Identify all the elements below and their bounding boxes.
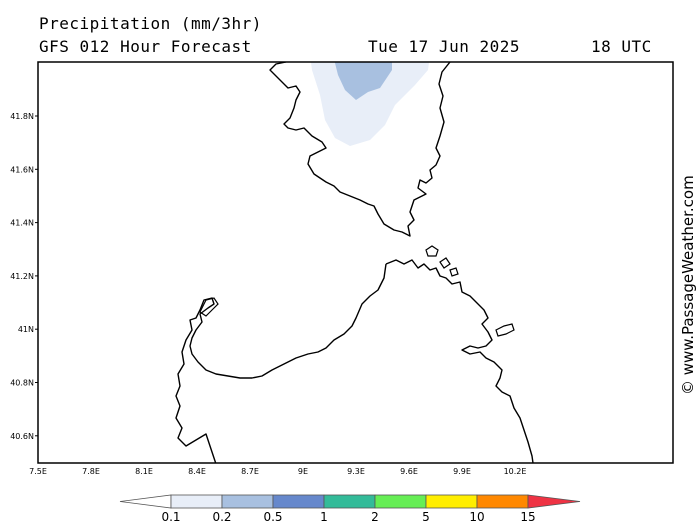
- lon-tick-label: 7.5E: [29, 467, 47, 476]
- lat-tick-label: 41.8N: [10, 112, 34, 121]
- forecast-date: Tue 17 Jun 2025: [368, 37, 520, 56]
- legend-swatch-min: [119, 494, 172, 509]
- legend-swatch: [374, 494, 427, 509]
- lon-tick-label: 8.4E: [188, 467, 206, 476]
- map-title: Precipitation (mm/3hr): [39, 14, 262, 33]
- legend-swatch: [323, 494, 376, 509]
- legend-label: 5: [422, 510, 430, 524]
- lat-tick-label: 41.4N: [10, 219, 34, 228]
- precipitation-legend: 0.1 0.2 0.5 1 2 5 10 15: [119, 494, 581, 524]
- latitude-axis: 41.8N 41.6N 41.4N 41.2N 41N 40.8N 40.6N: [10, 112, 38, 441]
- island-tavolara: [495, 323, 515, 337]
- lat-tick-label: 40.6N: [10, 432, 34, 441]
- precip-area-light: [310, 62, 430, 146]
- legend-label: 0.1: [161, 510, 180, 524]
- forecast-model: GFS 012 Hour Forecast: [39, 37, 252, 56]
- legend-label: 15: [520, 510, 535, 524]
- precip-area-medium: [334, 62, 392, 100]
- lon-tick-label: 10.2E: [504, 467, 527, 476]
- longitude-axis: 7.5E 7.8E 8.1E 8.4E 8.7E 9E 9.3E 9.6E 9.9E 10.2E: [29, 467, 526, 476]
- lat-tick-label: 41.6N: [10, 165, 34, 174]
- lon-tick-label: 9.3E: [347, 467, 365, 476]
- legend-swatch: [170, 494, 223, 509]
- lon-tick-label: 8.7E: [241, 467, 259, 476]
- sardinia-coastline: [385, 259, 534, 463]
- lat-tick-label: 40.8N: [10, 379, 34, 388]
- sardinia-west-coastline: [175, 263, 387, 463]
- island-asinara: [199, 297, 219, 317]
- legend-swatch: [425, 494, 478, 509]
- lat-tick-label: 41.2N: [10, 272, 34, 281]
- legend-swatch: [272, 494, 325, 509]
- legend-label: 10: [469, 510, 484, 524]
- legend-swatch-max: [527, 494, 581, 509]
- lon-tick-label: 9.6E: [400, 467, 418, 476]
- lon-tick-label: 9.9E: [453, 467, 471, 476]
- island-maddalena: [425, 245, 459, 277]
- lon-tick-label: 8.1E: [135, 467, 153, 476]
- legend-label: 1: [320, 510, 328, 524]
- legend-label: 2: [371, 510, 379, 524]
- forecast-time: 18 UTC: [591, 37, 652, 56]
- legend-swatch: [221, 494, 274, 509]
- lat-tick-label: 41N: [18, 325, 34, 334]
- lon-tick-label: 7.8E: [82, 467, 100, 476]
- legend-label: 0.2: [212, 510, 231, 524]
- legend-label: 0.5: [263, 510, 282, 524]
- map-frame: [37, 61, 674, 464]
- watermark-text: © www.PassageWeather.com: [679, 175, 697, 395]
- corsica-coastline: [269, 62, 451, 237]
- legend-swatch: [476, 494, 529, 509]
- lon-tick-label: 9E: [298, 467, 308, 476]
